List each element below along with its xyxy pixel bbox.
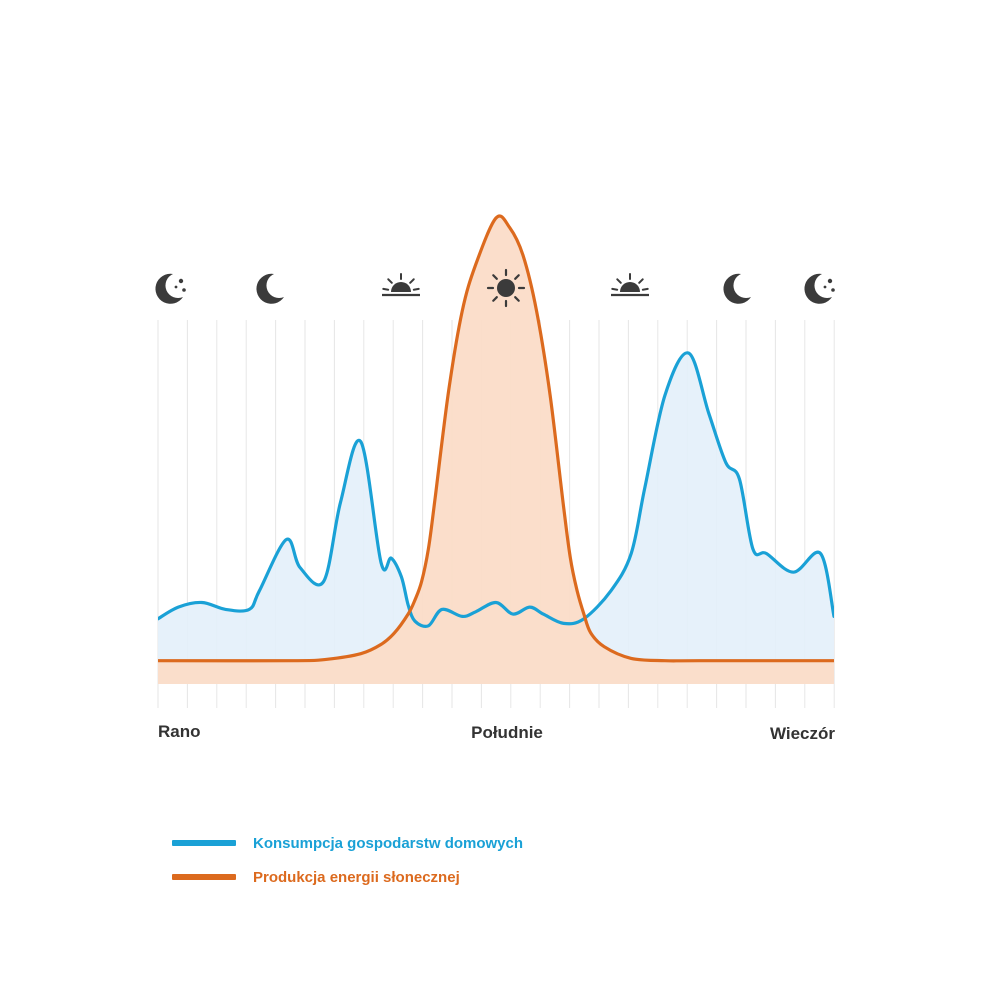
x-tick-label-poludnie: Południe	[471, 723, 543, 742]
legend-label-consumption: Konsumpcja gospodarstw domowych	[253, 834, 524, 852]
moon-icon	[256, 273, 284, 304]
x-tick-label-rano: Rano	[158, 722, 201, 741]
legend-swatch-solar	[172, 874, 236, 880]
series-line-solar	[158, 214, 834, 663]
series-line-consumption	[158, 351, 834, 628]
legend: Konsumpcja gospodarstw domowych Produkcj…	[172, 826, 523, 894]
x-tick-label-wieczor: Wieczór	[770, 724, 835, 743]
series-area-consumption	[158, 352, 834, 684]
moon-stars-icon	[155, 273, 186, 304]
legend-swatch-consumption	[172, 840, 236, 846]
legend-label-solar: Produkcja energii słonecznej	[253, 868, 460, 886]
series-areas	[158, 215, 834, 684]
moon-icon	[723, 273, 751, 304]
moon-stars-icon	[804, 273, 835, 304]
series-area-solar	[158, 215, 834, 684]
legend-item-consumption: Konsumpcja gospodarstw domowych	[172, 826, 523, 860]
legend-item-solar: Produkcja energii słonecznej	[172, 860, 523, 894]
series-lines	[158, 214, 834, 663]
sun-icon	[486, 268, 526, 308]
time-of-day-icons	[155, 268, 835, 308]
sunrise-icon	[382, 273, 420, 297]
sunset-icon	[611, 273, 649, 297]
x-axis-tick-labels: Rano Południe Wieczór	[158, 722, 835, 743]
